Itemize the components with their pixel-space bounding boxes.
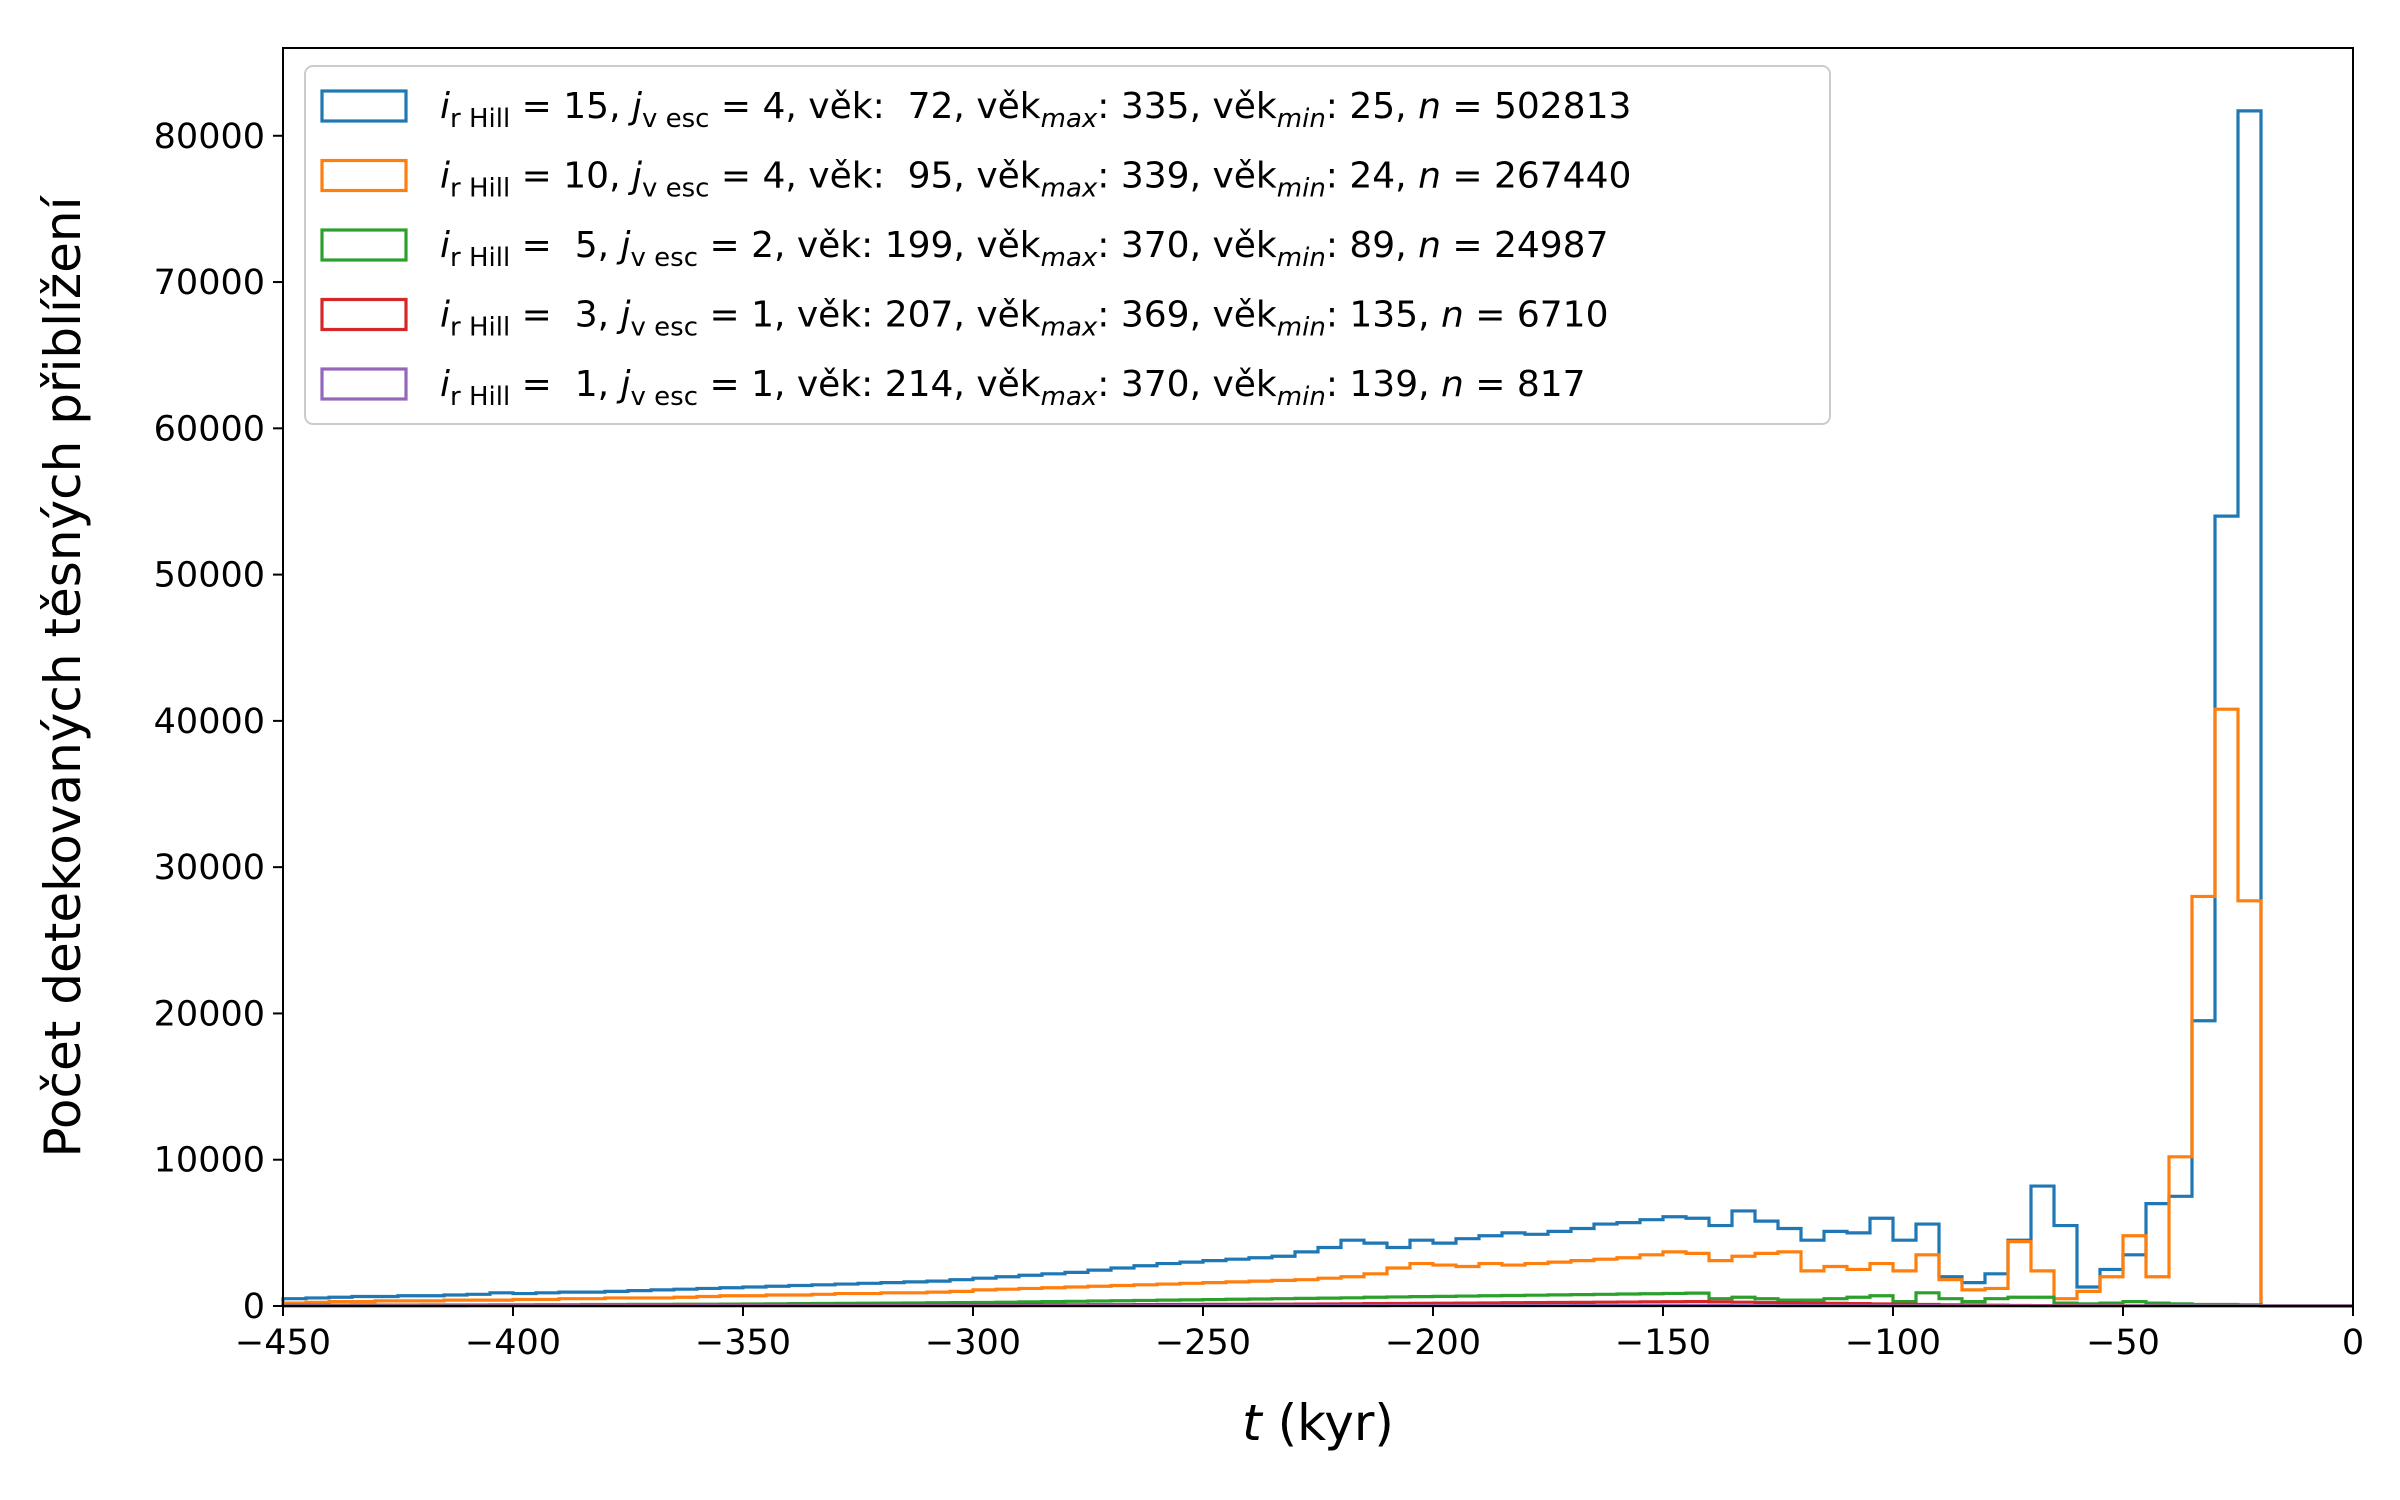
y-tick-label: 30000 [154,848,265,888]
series-2-line [281,707,2353,1308]
legend-entry-1: ir Hill = 15, jv esc = 4, věk: 72, věkma… [440,86,1631,134]
legend-entry-5: ir Hill = 1, jv esc = 1, věk: 214, věkma… [440,364,1586,412]
legend-swatch [320,228,408,262]
y-tick-label: 50000 [154,556,265,596]
x-tick-label: −100 [1845,1323,1941,1363]
x-tick-label: −400 [465,1323,561,1363]
y-tick-label: 40000 [154,702,265,742]
legend-swatch [320,367,408,401]
x-tick-label: −300 [925,1323,1021,1363]
y-tick-label: 10000 [154,1141,265,1181]
legend-swatch [320,297,408,332]
legend-entry-2: ir Hill = 10, jv esc = 4, věk: 95, věkma… [440,156,1631,204]
x-tick-label: −150 [1615,1323,1711,1363]
x-axis-ticks: −450 −400 −350 −300 −250 −200 −150 −100 −50 0 [235,1306,2364,1363]
x-tick-label: −50 [2086,1323,2160,1363]
y-tick-label: 60000 [154,409,265,449]
legend-entry-3: ir Hill = 5, jv esc = 2, věk: 199, věkma… [440,225,1609,273]
y-tick-label: 70000 [154,263,265,303]
y-tick-label: 80000 [154,117,265,157]
x-tick-label: −250 [1155,1323,1251,1363]
y-axis-ticks: 0 10000 20000 30000 40000 50000 60000 70000 8000… [154,117,283,1327]
legend-swatch [320,89,408,123]
series-1-line [281,109,2353,1308]
x-tick-label: −450 [235,1323,331,1363]
legend: ir Hill = 15, jv esc = 4, věk: 72, věkma… [304,65,1831,425]
y-tick-label: 20000 [154,994,265,1034]
axes-frame [282,47,2354,1307]
x-tick-label: −200 [1385,1323,1481,1363]
x-tick-label: −350 [695,1323,791,1363]
y-axis-label: Počet detekovaných těsných přiblížení [34,194,92,1157]
x-axis-label: t (kyr) [1242,1394,1394,1452]
legend-box [304,65,1831,425]
y-tick-label: 0 [243,1287,265,1327]
x-tick-label: 0 [2342,1323,2364,1363]
legend-swatch [320,158,408,193]
legend-entry-4: ir Hill = 3, jv esc = 1, věk: 207, věkma… [440,295,1608,343]
